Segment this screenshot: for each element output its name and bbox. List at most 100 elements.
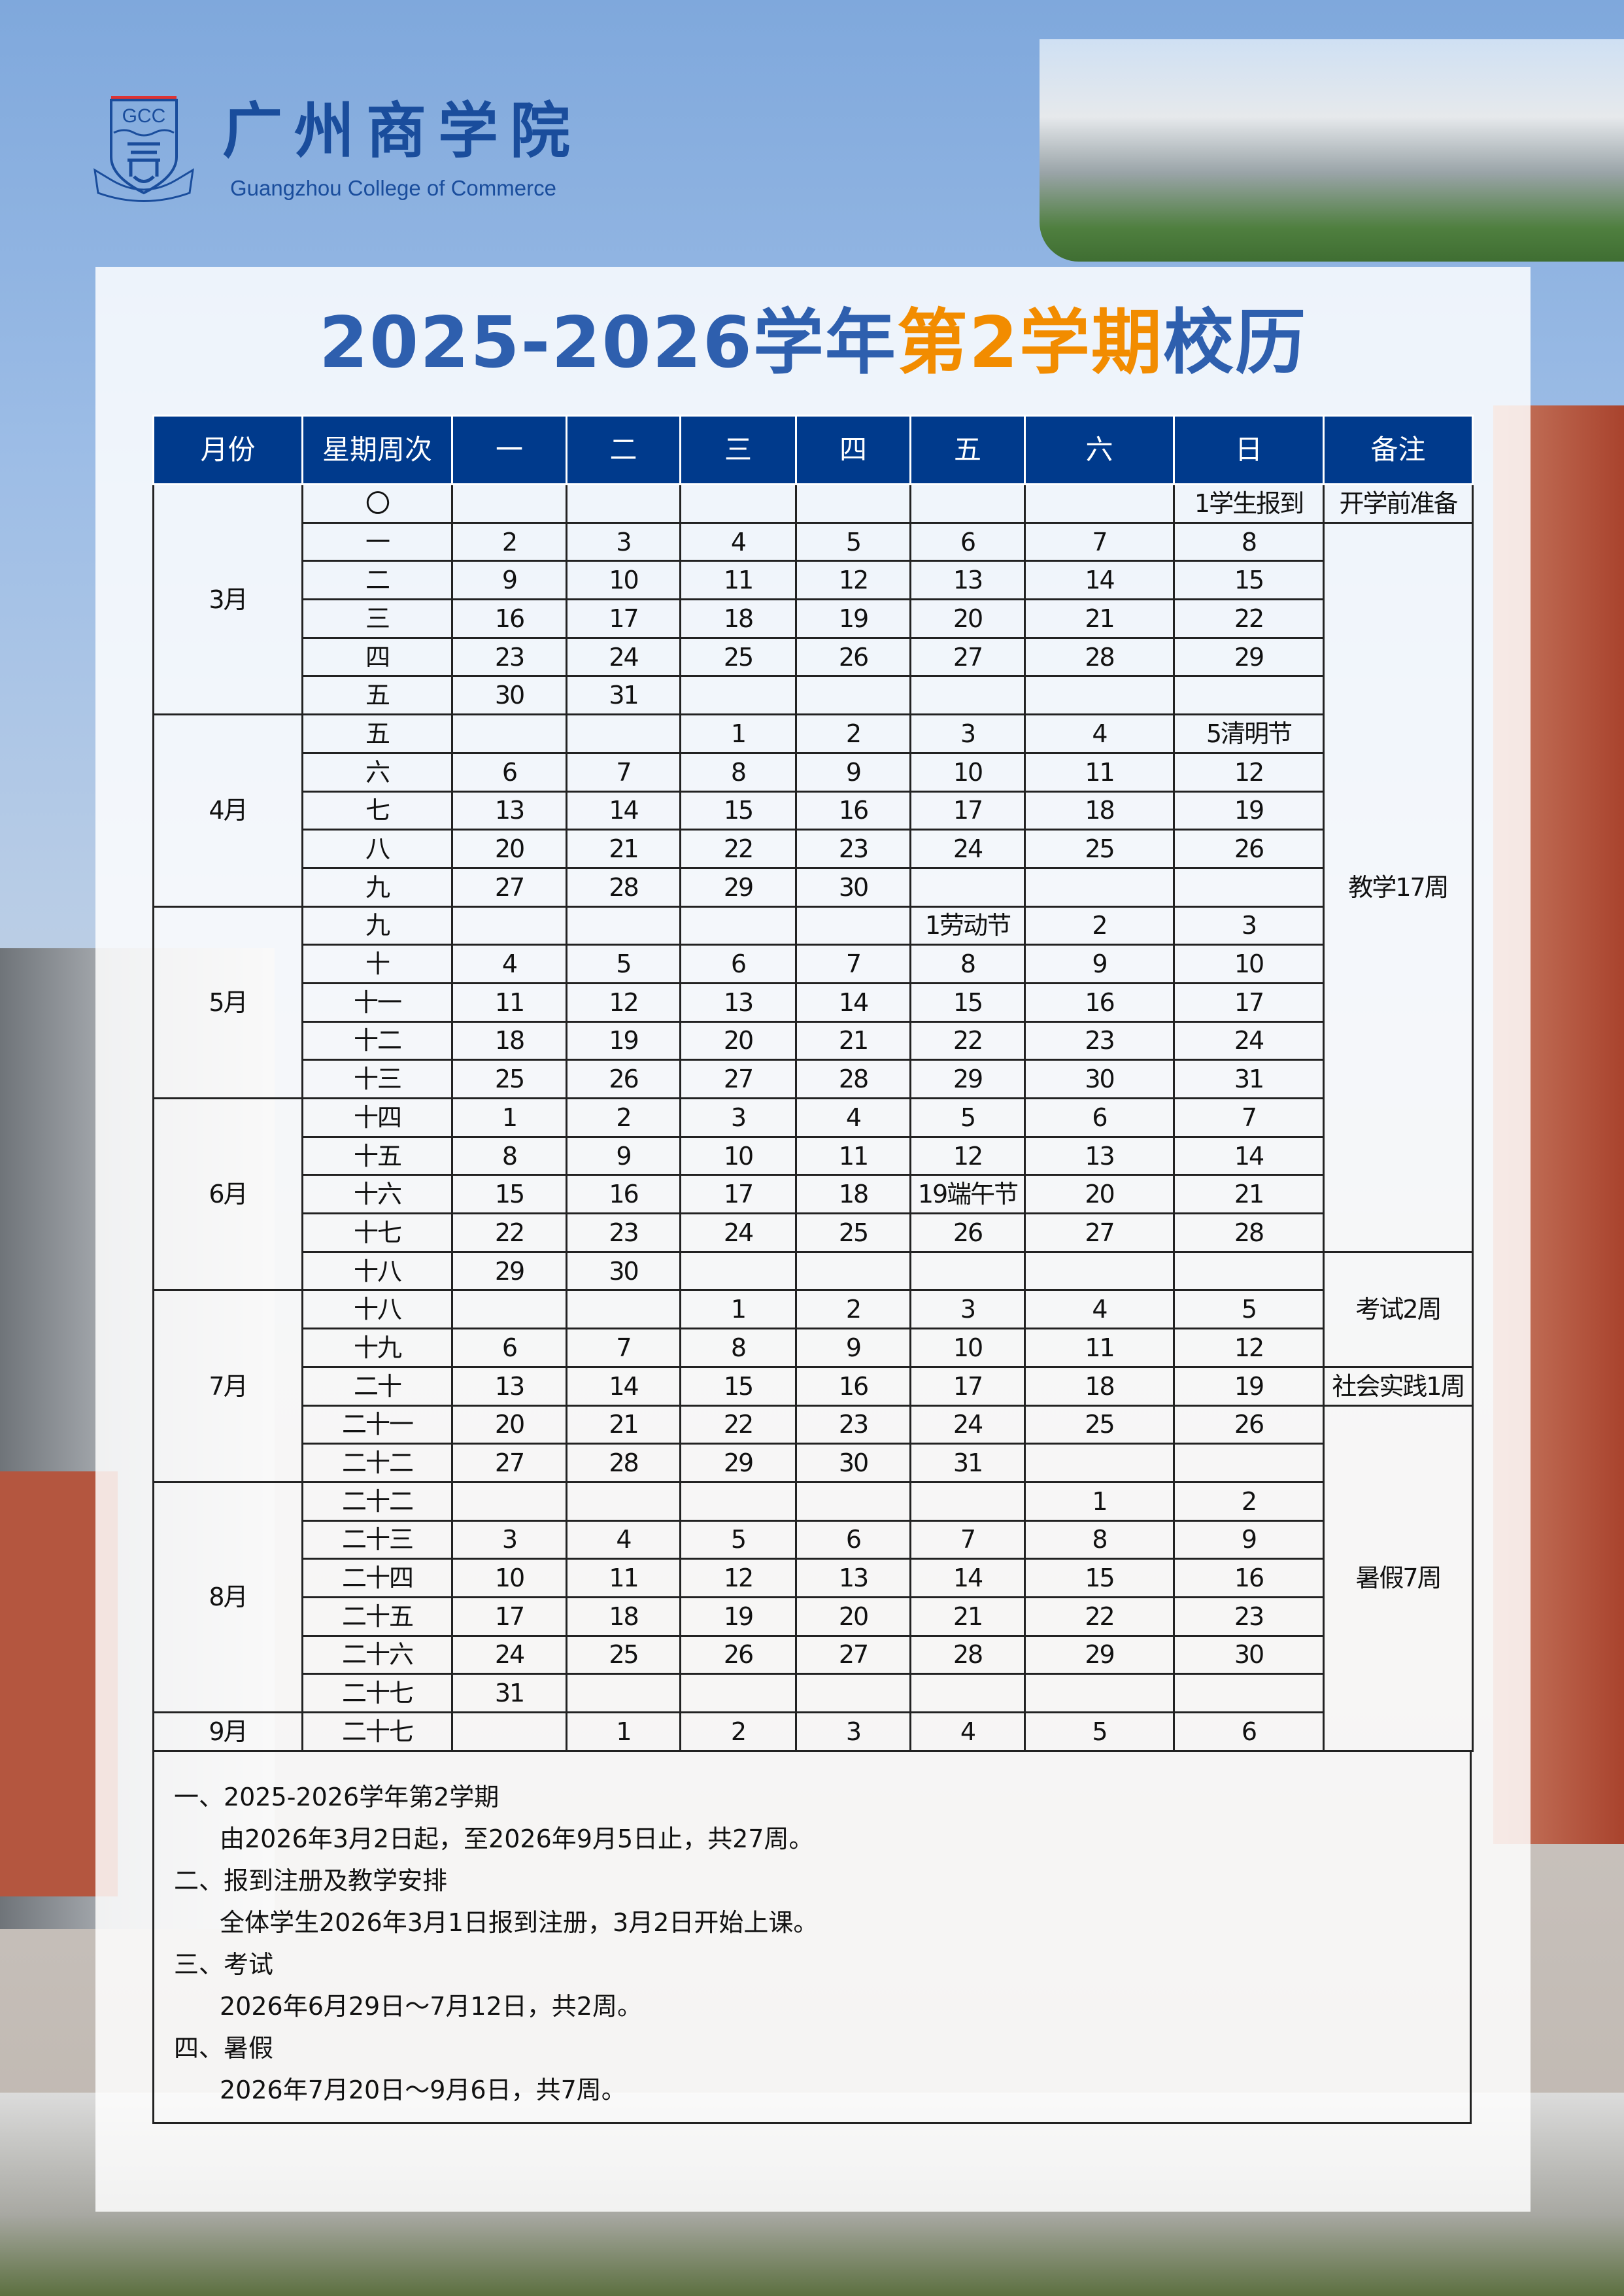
remark-cell: 暑假7周 (1323, 1404, 1474, 1752)
day-cell: 6 (1173, 1711, 1325, 1752)
day-cell: 6 (679, 944, 797, 984)
day-cell: 20 (451, 829, 567, 869)
day-cell: 5 (795, 521, 911, 562)
day-cell: 23 (566, 1212, 681, 1253)
day-cell: 14 (566, 790, 681, 831)
month-cell: 6月 (152, 1097, 303, 1292)
day-cell (1173, 866, 1325, 908)
day-cell: 9 (795, 751, 911, 793)
svg-text:GCC: GCC (122, 105, 166, 127)
day-cell: 17 (451, 1596, 567, 1637)
column-header: 六 (1024, 415, 1175, 485)
day-cell: 28 (566, 1443, 681, 1483)
day-cell: 21 (795, 1020, 911, 1061)
day-cell: 31 (1173, 1059, 1325, 1099)
day-cell: 4 (1024, 713, 1175, 754)
day-cell: 28 (909, 1634, 1026, 1675)
day-cell: 5 (566, 944, 681, 984)
day-cell: 28 (1024, 636, 1175, 677)
day-cell: 3 (909, 1289, 1026, 1330)
day-cell: 13 (909, 560, 1026, 601)
day-cell: 15 (451, 1174, 567, 1215)
table-row: 十 4 5 6 7 8 9 10 (154, 944, 1473, 984)
day-cell: 10 (679, 1135, 797, 1176)
week-number-cell: 九 (301, 866, 453, 908)
day-cell: 19 (1173, 790, 1325, 831)
day-cell: 19 (679, 1596, 797, 1637)
school-name-en: Guangzhou College of Commerce (230, 176, 556, 200)
day-cell: 26 (566, 1059, 681, 1099)
column-header: 星期周次 (301, 415, 453, 485)
day-cell (679, 1250, 797, 1292)
day-cell: 3 (679, 1097, 797, 1138)
day-cell: 15 (679, 1365, 797, 1407)
day-cell: 22 (909, 1020, 1026, 1061)
day-cell (1024, 1673, 1175, 1713)
day-cell: 1 (1024, 1481, 1175, 1522)
day-cell: 10 (451, 1558, 567, 1598)
day-cell: 27 (909, 636, 1026, 677)
day-cell (1024, 1443, 1175, 1483)
day-cell (909, 1673, 1026, 1713)
day-cell (566, 1481, 681, 1522)
day-cell: 16 (1024, 982, 1175, 1023)
day-cell (909, 1250, 1026, 1292)
table-row: 8月 二十二 1 2 (152, 1481, 1473, 1714)
table-row: 九 27 28 29 30 (154, 866, 1473, 908)
week-number-cell: 二十六 (301, 1634, 453, 1675)
week-number-cell: 二十二 (301, 1481, 453, 1522)
table-header-row: 月份 星期周次一二三四五六日备注 (152, 415, 1474, 485)
table-row: 9月 二十七 1 2 3 4 5 6 (152, 1711, 1473, 1752)
day-cell: 19端午节 (909, 1174, 1026, 1215)
day-cell: 23 (1173, 1596, 1325, 1637)
day-cell: 23 (795, 829, 911, 869)
week-number-cell: 十三 (301, 1059, 453, 1099)
day-cell: 24 (909, 1404, 1026, 1445)
day-cell: 22 (1024, 1596, 1175, 1637)
title-semester: 第2学期 (896, 302, 1164, 384)
day-cell: 27 (451, 866, 567, 908)
table-row: 十六 15 16 17 18 19端午节 20 21 (154, 1174, 1473, 1215)
day-cell: 26 (795, 636, 911, 677)
day-cell: 9 (1024, 944, 1175, 984)
day-cell: 21 (1024, 598, 1175, 639)
day-cell: 29 (1024, 1634, 1175, 1675)
week-number-cell: 四 (301, 636, 453, 677)
day-cell: 24 (909, 829, 1026, 869)
day-cell: 27 (451, 1443, 567, 1483)
day-cell: 31 (909, 1443, 1026, 1483)
day-cell: 9 (795, 1328, 911, 1368)
day-cell: 24 (566, 636, 681, 677)
day-cell: 13 (679, 982, 797, 1023)
day-cell (1173, 1443, 1325, 1483)
column-header: 三 (679, 415, 797, 485)
week-number-cell: 十八 (301, 1250, 453, 1292)
week-number-cell: 二十二 (301, 1443, 453, 1483)
day-cell: 9 (451, 560, 567, 601)
day-cell: 11 (1024, 1328, 1175, 1368)
day-cell (909, 675, 1026, 716)
day-cell: 1 (451, 1097, 567, 1138)
column-header: 月份 (152, 415, 303, 485)
day-cell: 29 (909, 1059, 1026, 1099)
day-cell: 11 (451, 982, 567, 1023)
day-cell: 28 (795, 1059, 911, 1099)
day-cell: 13 (1024, 1135, 1175, 1176)
week-number-cell: 十四 (301, 1097, 453, 1138)
day-cell (679, 1481, 797, 1522)
week-number-cell: 二十七 (301, 1673, 453, 1713)
day-cell: 11 (679, 560, 797, 601)
day-cell: 30 (795, 1443, 911, 1483)
day-cell: 4 (566, 1519, 681, 1560)
day-cell: 6 (451, 751, 567, 793)
day-cell: 25 (451, 1059, 567, 1099)
day-cell (566, 1673, 681, 1713)
day-cell: 31 (451, 1673, 567, 1713)
day-cell: 21 (1173, 1174, 1325, 1215)
day-cell: 24 (451, 1634, 567, 1675)
day-cell: 24 (679, 1212, 797, 1253)
day-cell (1173, 1250, 1325, 1292)
week-number-cell: 五 (301, 675, 453, 716)
day-cell: 30 (1173, 1634, 1325, 1675)
table-row: 5月九 1劳动节 2 3 (152, 905, 1473, 1100)
